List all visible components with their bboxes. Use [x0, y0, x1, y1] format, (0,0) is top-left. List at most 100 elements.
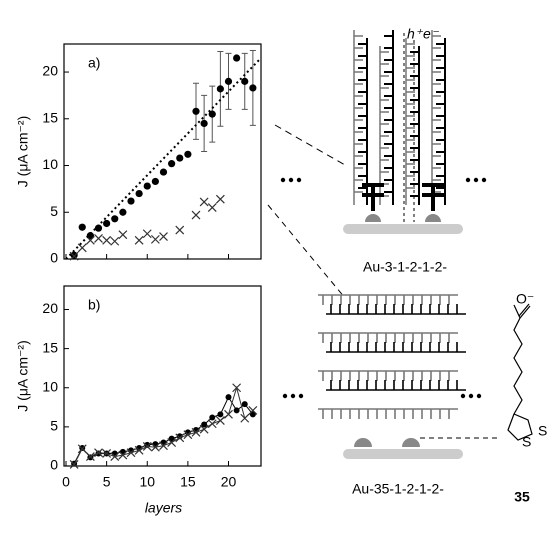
point: [209, 414, 216, 421]
comb: [326, 342, 466, 353]
point: [241, 77, 249, 85]
point: [175, 433, 185, 443]
point: [69, 251, 79, 261]
point: [150, 234, 160, 244]
comb: [379, 46, 389, 205]
dot: [460, 393, 466, 399]
dot: [473, 177, 479, 183]
point: [111, 215, 119, 223]
point: [207, 203, 217, 213]
point: [233, 54, 241, 62]
point: [208, 110, 216, 118]
substrate: [343, 449, 463, 459]
point: [224, 77, 233, 85]
point: [94, 448, 103, 458]
plot-frame: [63, 43, 262, 260]
point: [201, 421, 208, 428]
comb: [353, 30, 363, 205]
comb: [431, 30, 441, 205]
point: [224, 409, 233, 419]
point: [191, 210, 201, 220]
point: [152, 441, 159, 448]
diagram: [318, 30, 533, 459]
point: [159, 232, 168, 241]
dot: [288, 177, 294, 183]
anchor-foot: [365, 214, 381, 222]
point: [191, 427, 201, 437]
point: [159, 168, 168, 176]
point: [94, 224, 103, 232]
hole-label: h⁺: [407, 26, 424, 42]
point: [215, 416, 225, 426]
point: [176, 154, 184, 162]
anchor: [422, 183, 444, 211]
anchor: [362, 183, 384, 211]
anchor-foot: [402, 438, 420, 447]
point: [151, 177, 159, 186]
point: [103, 219, 111, 228]
dot: [290, 393, 296, 399]
y-tick-label: 20: [42, 300, 58, 316]
point: [168, 160, 176, 168]
comb: [410, 46, 420, 205]
comb: [405, 38, 415, 205]
comb: [318, 332, 458, 343]
point: [183, 430, 193, 440]
point: [240, 413, 250, 423]
atom-label: S: [522, 434, 531, 450]
comb: [318, 408, 458, 419]
substrate: [343, 224, 463, 234]
point: [216, 85, 224, 93]
point: [110, 452, 120, 462]
y-axis-label: J (μA cm⁻²): [15, 116, 31, 187]
point: [118, 230, 128, 240]
atom-label: S: [538, 423, 547, 439]
anchor-foot: [354, 438, 372, 447]
compound-label: 35: [514, 489, 530, 505]
y-tick-label: 15: [42, 109, 58, 125]
dot: [280, 177, 286, 183]
connector: [267, 204, 346, 299]
y-tick-label: 10: [42, 156, 58, 172]
x-tick-label: 10: [139, 474, 155, 490]
comb: [318, 294, 458, 305]
y-tick-label: 5: [50, 418, 58, 434]
point: [134, 445, 144, 455]
point: [77, 444, 87, 454]
comb: [326, 380, 466, 391]
comb: [384, 30, 394, 205]
fit-line: [65, 57, 262, 260]
point: [142, 442, 152, 451]
y-tick-label: 0: [50, 250, 58, 266]
electron-label: e⁻: [423, 26, 440, 42]
atom-label: O⁻: [516, 291, 534, 307]
point: [159, 441, 168, 451]
comb: [436, 38, 446, 205]
y-tick-label: 0: [50, 457, 58, 473]
point: [70, 251, 78, 259]
ellipsis: [280, 177, 487, 399]
point: [199, 197, 209, 207]
x-tick-label: 0: [62, 474, 70, 490]
point: [232, 383, 242, 393]
point: [184, 150, 192, 158]
point: [215, 194, 225, 204]
point: [200, 119, 208, 128]
point: [127, 197, 135, 205]
point: [78, 223, 86, 231]
point: [241, 401, 248, 408]
point: [119, 208, 127, 216]
comb: [318, 370, 458, 381]
dot: [296, 177, 302, 183]
x-tick-label: 15: [180, 474, 196, 490]
point: [94, 234, 103, 243]
point: [110, 236, 120, 246]
point: [167, 438, 177, 447]
y-tick-label: 5: [50, 203, 58, 219]
point: [118, 450, 128, 460]
dot: [298, 393, 304, 399]
point: [233, 407, 240, 414]
x-tick-label: 5: [103, 474, 111, 490]
point: [77, 243, 87, 253]
